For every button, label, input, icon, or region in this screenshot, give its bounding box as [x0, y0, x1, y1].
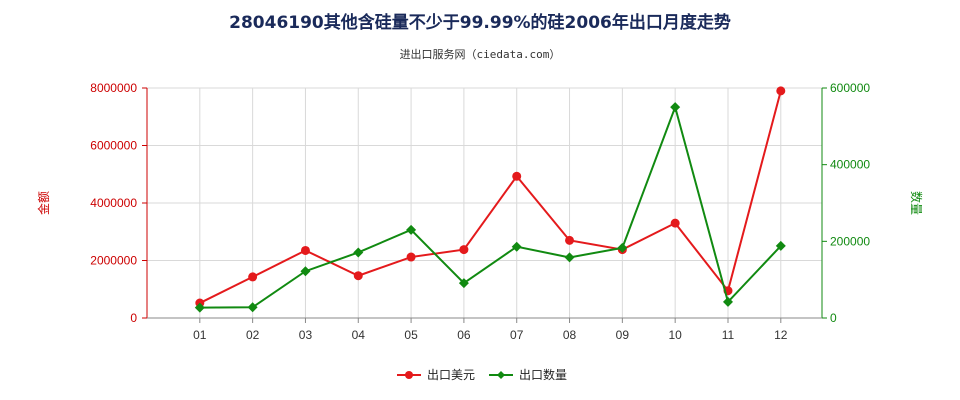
data-point[interactable]: [617, 242, 628, 253]
left-tick-label: 4000000: [90, 196, 137, 210]
x-tick-label: 07: [510, 328, 524, 342]
data-point[interactable]: [512, 171, 522, 181]
x-tick-label: 02: [246, 328, 260, 342]
x-tick-label: 06: [457, 328, 471, 342]
legend-marker: [405, 371, 413, 379]
left-tick-label: 6000000: [90, 139, 137, 153]
data-point[interactable]: [775, 240, 786, 251]
data-point[interactable]: [406, 252, 416, 262]
legend[interactable]: 出口美元 出口数量: [397, 367, 567, 382]
legend-label: 出口美元: [427, 368, 475, 382]
data-point[interactable]: [353, 271, 363, 281]
right-axis-ticks: 0 200000 400000 600000: [822, 81, 870, 325]
x-tick-label: 12: [774, 328, 788, 342]
chart-subtitle: 进出口服务网（ciedata.com）: [399, 48, 561, 61]
series-export-quantity: [194, 102, 786, 313]
legend-label: 出口数量: [519, 367, 567, 382]
data-point[interactable]: [247, 302, 258, 313]
x-axis-ticks: 01 02 03 04 05 06 07 08 09 10 11 12: [193, 318, 788, 342]
legend-marker: [497, 371, 505, 379]
x-tick-label: 05: [404, 328, 418, 342]
left-axis-ticks: 0 2000000 4000000 6000000 8000000: [90, 81, 147, 325]
data-point[interactable]: [511, 241, 522, 252]
right-tick-label: 600000: [830, 81, 870, 95]
data-point[interactable]: [564, 252, 575, 263]
x-tick-label: 04: [352, 328, 366, 342]
data-point[interactable]: [406, 224, 417, 235]
chart-title: 28046190其他含硅量不少于99.99%的硅2006年出口月度走势: [229, 13, 731, 33]
x-tick-label: 08: [563, 328, 577, 342]
series-export-usd: [195, 86, 786, 308]
series-line: [199, 90, 782, 304]
data-point[interactable]: [776, 86, 786, 96]
series-layer: [194, 86, 786, 313]
data-point[interactable]: [670, 218, 680, 228]
legend-item-export-usd[interactable]: 出口美元: [397, 368, 475, 382]
data-point[interactable]: [459, 245, 469, 255]
data-point[interactable]: [722, 296, 733, 307]
x-tick-label: 11: [722, 328, 735, 342]
data-point[interactable]: [300, 266, 311, 277]
data-point[interactable]: [194, 302, 205, 313]
x-tick-label: 10: [668, 328, 682, 342]
right-axis-label: 数量: [909, 191, 924, 215]
left-axis-label: 金额: [36, 191, 51, 215]
right-tick-label: 0: [830, 311, 837, 325]
left-tick-label: 0: [130, 311, 137, 325]
right-tick-label: 200000: [830, 234, 870, 248]
right-tick-label: 400000: [830, 158, 870, 172]
data-point[interactable]: [353, 247, 364, 258]
data-point[interactable]: [565, 235, 575, 245]
data-point[interactable]: [458, 278, 469, 289]
legend-item-export-quantity[interactable]: 出口数量: [489, 367, 567, 382]
x-tick-label: 03: [299, 328, 313, 342]
grid-lines: [147, 87, 822, 319]
x-tick-label: 01: [193, 328, 207, 342]
data-point[interactable]: [300, 245, 310, 255]
left-tick-label: 2000000: [90, 254, 137, 268]
series-line: [199, 103, 782, 309]
data-point[interactable]: [248, 272, 258, 282]
x-tick-label: 09: [616, 328, 630, 342]
data-point[interactable]: [670, 102, 681, 113]
left-tick-label: 8000000: [90, 81, 137, 95]
